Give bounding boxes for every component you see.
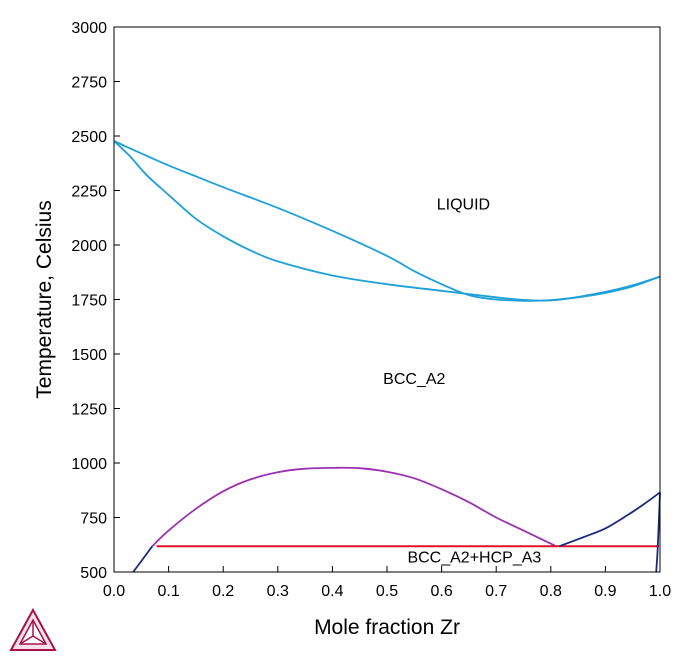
y-tick-label: 3000 <box>71 20 107 37</box>
y-tick-label: 1000 <box>71 456 107 473</box>
region-label: LIQUID <box>437 197 490 214</box>
x-tick-label: 0.0 <box>103 583 125 600</box>
region-label: BCC_A2+HCP_A3 <box>407 550 541 567</box>
x-tick-label: 0.5 <box>376 583 398 600</box>
y-tick-label: 750 <box>80 511 107 528</box>
y-tick-label: 1500 <box>71 347 107 364</box>
x-tick-label: 0.3 <box>267 583 289 600</box>
series-hcp-boundary <box>558 491 661 548</box>
x-tick-label: 0.1 <box>157 583 179 600</box>
x-tick-label: 0.6 <box>430 583 452 600</box>
series-hcp-solvus <box>655 492 661 573</box>
thermo-calc-logo <box>9 607 57 651</box>
series-liquidus <box>113 140 661 302</box>
y-tick-label: 2000 <box>71 238 107 255</box>
ticks-layer: 0.0 0.1 0.2 0.3 0.4 0.5 0.6 0.7 0.8 0.9 1.0 500 750 1… <box>71 20 671 600</box>
x-tick-label: 0.4 <box>321 583 343 600</box>
y-tick-label: 2750 <box>71 75 107 92</box>
series-layer <box>113 140 661 573</box>
region-label: BCC_A2 <box>383 371 445 388</box>
x-tick-label: 0.8 <box>540 583 562 600</box>
labels-layer: LIQUID BCC_A2 BCC_A2+HCP_A3 <box>383 197 541 567</box>
y-tick-label: 1750 <box>71 293 107 310</box>
plot-frame <box>113 26 661 573</box>
y-tick-label: 2500 <box>71 129 107 146</box>
x-tick-label: 0.7 <box>485 583 507 600</box>
x-axis-title: Mole fraction Zr <box>314 616 460 639</box>
x-tick-label: 1.0 <box>649 583 671 600</box>
y-axis-title: Temperature, Celsius <box>33 200 56 398</box>
x-tick-label: 0.2 <box>212 583 234 600</box>
x-tick-label: 0.9 <box>594 583 616 600</box>
series-bcc-low-boundary <box>132 545 153 573</box>
y-tick-label: 500 <box>80 565 107 582</box>
y-tick-label: 2250 <box>71 184 107 201</box>
series-solidus <box>113 140 661 302</box>
series-miscibility-gap <box>151 466 557 548</box>
y-tick-label: 1250 <box>71 402 107 419</box>
